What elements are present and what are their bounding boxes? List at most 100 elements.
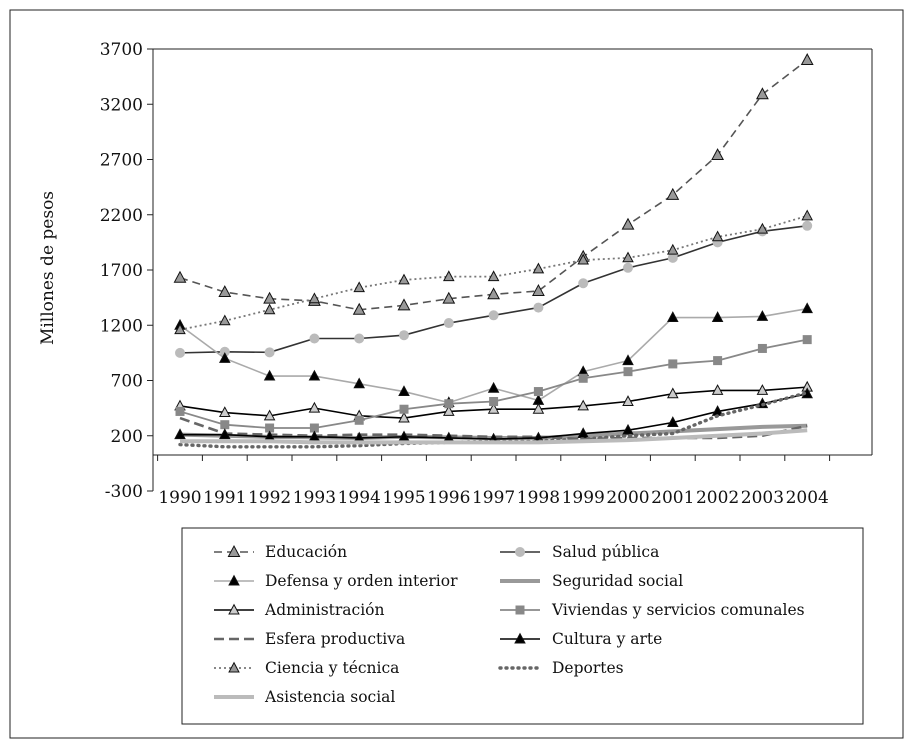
y-tick-label: 3700 — [100, 40, 143, 60]
series-point — [623, 262, 633, 273]
series-point — [578, 278, 589, 289]
series-line — [179, 214, 808, 331]
series-point — [756, 310, 769, 321]
series-point — [622, 354, 634, 366]
y-tick-label: 200 — [111, 427, 143, 447]
legend-label: Cultura y arte — [552, 630, 662, 648]
legend-item: Esfera productiva — [214, 630, 405, 648]
series-point — [532, 262, 545, 274]
x-tick-label: 1995 — [382, 488, 425, 508]
y-tick-label: 2700 — [100, 151, 143, 171]
series-point — [308, 369, 321, 381]
x-tick-label: 1990 — [158, 488, 201, 508]
series-point — [354, 415, 364, 425]
series-point — [802, 220, 813, 231]
series-point — [352, 302, 366, 315]
series-point — [489, 396, 499, 406]
series-point — [666, 187, 680, 200]
series-viviendas-y-servicios-comunales — [175, 335, 812, 433]
series-point — [802, 335, 812, 345]
x-tick-label: 2004 — [786, 488, 829, 508]
series-point — [309, 423, 319, 433]
series-point — [711, 384, 724, 395]
x-tick-label: 1996 — [427, 488, 470, 508]
series-point — [263, 369, 276, 381]
series-point — [353, 281, 365, 293]
series-point — [444, 399, 454, 409]
legend-label: Administración — [264, 601, 385, 619]
legend-box — [181, 527, 864, 725]
legend-label: Seguridad social — [552, 572, 683, 590]
series-point — [263, 291, 277, 304]
series-point — [264, 347, 275, 358]
y-tick-label: 1200 — [100, 316, 143, 336]
legend-item: Ciencia y técnica — [214, 659, 399, 677]
series-point — [756, 384, 769, 395]
series-point — [757, 343, 767, 353]
series-point — [399, 404, 409, 414]
series-point — [487, 402, 500, 414]
series-point — [667, 416, 679, 427]
legend-label: Defensa y orden interior — [265, 572, 458, 590]
series-administracion — [174, 380, 813, 423]
legend-label: Viviendas y servicios comunales — [551, 601, 805, 619]
series-point — [623, 367, 633, 377]
series-point — [531, 283, 545, 296]
y-tick-label: 2200 — [100, 206, 143, 226]
y-tick-label: 1700 — [100, 261, 143, 281]
legend-label: Esfera productiva — [265, 630, 405, 648]
series-point — [667, 243, 679, 255]
series-point — [228, 661, 240, 673]
x-tick-label: 1997 — [472, 488, 515, 508]
series-point — [219, 352, 231, 363]
series-point — [713, 356, 723, 366]
series-point — [219, 428, 231, 440]
series-point — [514, 632, 526, 644]
series-point — [218, 285, 232, 298]
series-point — [711, 311, 724, 322]
series-point — [711, 230, 724, 242]
series-point — [515, 547, 525, 557]
x-tick-label: 1998 — [517, 488, 560, 508]
series-point — [487, 270, 500, 282]
series-point — [398, 273, 410, 285]
series-point — [622, 423, 634, 435]
series-point — [577, 253, 589, 265]
series-point — [398, 411, 410, 423]
x-tick-label: 2003 — [741, 488, 784, 508]
series-point — [353, 377, 365, 389]
legend-item: Deportes — [498, 659, 624, 677]
y-tick-label: 700 — [111, 372, 143, 392]
series-point — [309, 333, 320, 344]
series-point — [756, 222, 769, 234]
legend-label: Ciencia y técnica — [265, 659, 399, 677]
series-point — [488, 310, 499, 321]
x-tick-label: 2002 — [696, 488, 739, 508]
series-point — [228, 603, 240, 615]
x-tick-label: 1994 — [338, 488, 381, 508]
x-tick-label: 2000 — [606, 488, 649, 508]
series-point — [668, 359, 678, 369]
series-asistencia-social — [180, 428, 808, 445]
series-point — [173, 270, 187, 283]
y-axis-title: Millones de pesos — [38, 191, 58, 345]
series-point — [174, 428, 186, 440]
series-point — [175, 347, 185, 358]
legend-item: Asistencia social — [214, 688, 395, 706]
series-point — [219, 346, 230, 357]
legend: Educación Salud pública Defensa y orden in… — [181, 527, 864, 725]
series-point — [487, 381, 500, 393]
series-point — [308, 401, 321, 413]
series-point — [711, 148, 725, 161]
series-point — [577, 399, 589, 411]
series-point — [227, 545, 241, 557]
x-tick-label: 1992 — [248, 488, 291, 508]
series-point — [219, 314, 231, 326]
series-point — [354, 333, 365, 344]
series-point — [263, 409, 276, 421]
series-point — [622, 395, 634, 406]
legend-item: Educación — [214, 543, 347, 561]
series-point — [667, 252, 678, 263]
series-point — [532, 402, 545, 414]
legend-label: Asistencia social — [264, 688, 395, 706]
